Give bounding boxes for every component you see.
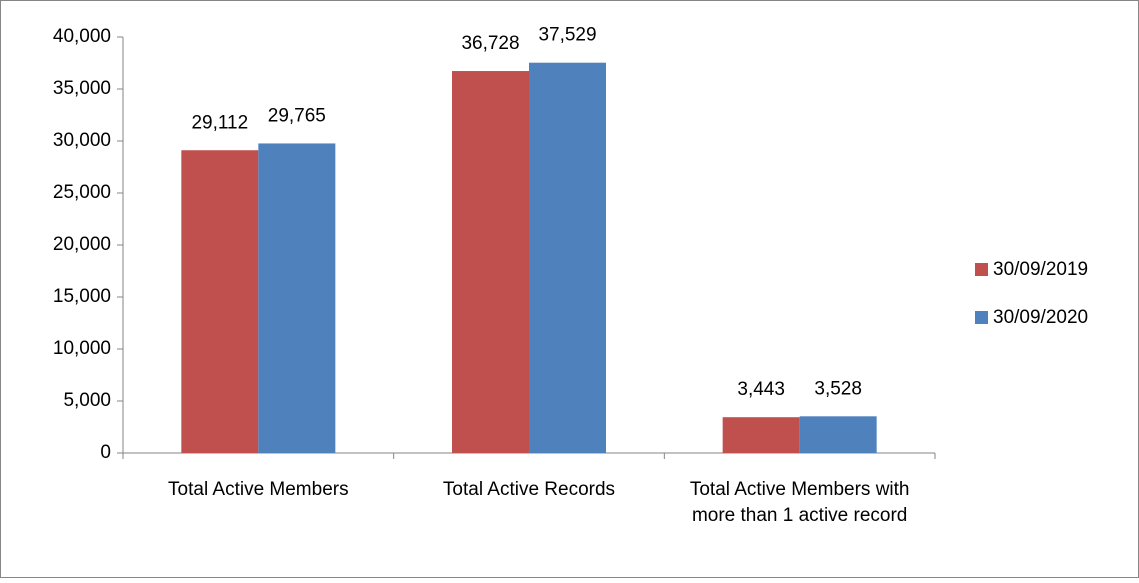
y-tick-label: 40,000 (53, 26, 111, 47)
bar (181, 150, 259, 453)
data-label: 29,112 (191, 112, 248, 133)
x-tick-label: Total Active Members (168, 479, 349, 500)
bar (258, 143, 336, 453)
bar (529, 62, 606, 454)
data-label: 3,443 (737, 379, 785, 400)
bar (452, 71, 529, 453)
y-tick-label: 10,000 (53, 338, 111, 359)
y-tick-label: 30,000 (53, 130, 111, 151)
bar (722, 417, 800, 453)
y-tick-label: 25,000 (53, 182, 111, 203)
x-tick-label: Total Active Members with more than 1 act… (690, 479, 910, 526)
data-label: 37,529 (538, 25, 596, 46)
data-label: 29,765 (268, 105, 326, 126)
y-tick-label: 5,000 (63, 390, 111, 411)
y-tick-label: 35,000 (53, 78, 111, 99)
legend-label: 30/09/2019 (993, 259, 1088, 280)
legend-label: 30/09/2020 (993, 307, 1088, 328)
data-label: 36,728 (461, 33, 519, 54)
legend-swatch (975, 311, 988, 324)
y-tick-label: 0 (100, 442, 111, 463)
x-tick-label: Total Active Records (443, 479, 615, 500)
data-label: 3,528 (814, 378, 862, 399)
y-tick-label: 15,000 (53, 286, 111, 307)
y-tick-label: 20,000 (53, 234, 111, 255)
bar (799, 416, 877, 453)
legend-swatch (975, 263, 988, 276)
